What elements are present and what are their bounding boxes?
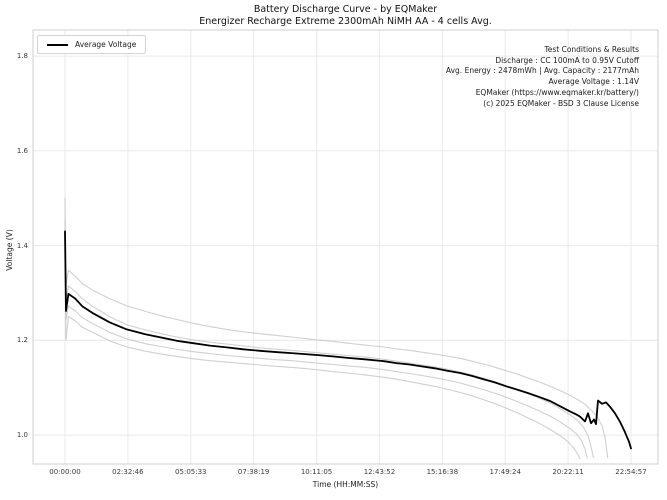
y-tick-label: 1.4	[16, 241, 28, 250]
series-cell-1	[64, 197, 609, 459]
chart-subtitle: Energizer Recharge Extreme 2300mAh NiMH …	[199, 16, 492, 27]
y-axis-label: Voltage (V)	[5, 229, 14, 271]
annotation-line: EQMaker (https://www.eqmaker.kr/battery/…	[475, 87, 639, 97]
legend: Average Voltage	[37, 35, 147, 54]
annotation-line: Test Conditions & Results	[544, 45, 639, 54]
x-tick-label: 12:43:52	[363, 468, 396, 476]
y-tick-label: 1.8	[16, 52, 28, 61]
annotation-line: (c) 2025 EQMaker - BSD 3 Clause License	[483, 98, 639, 108]
series-cell-3	[64, 240, 588, 459]
title-block: Battery Discharge Curve - by EQMaker Ene…	[33, 4, 658, 28]
y-tick-label: 1.6	[16, 146, 28, 155]
x-tick-label: 02:32:46	[112, 468, 144, 476]
test-conditions-block: Test Conditions & Results Discharge : CC…	[446, 45, 639, 109]
x-tick-label: 07:38:19	[237, 468, 270, 476]
x-tick-label: 00:00:00	[49, 468, 81, 476]
x-tick-label: 15:16:38	[426, 468, 459, 476]
y-tick-label: 1.0	[16, 431, 28, 440]
legend-label: Average Voltage	[75, 40, 137, 49]
series-average-voltage	[64, 230, 632, 450]
x-tick-label: 20:22:11	[552, 468, 584, 476]
legend-line-icon	[47, 43, 68, 46]
x-tick-label: 17:49:24	[489, 468, 521, 476]
x-axis-label: Time (HH:MM:SS)	[312, 480, 379, 489]
chart-title: Battery Discharge Curve - by EQMaker	[253, 4, 438, 15]
y-tick-label: 1.2	[16, 336, 28, 345]
plot-frame	[32, 29, 659, 465]
series-cell-4	[64, 256, 581, 460]
x-tick-label: 05:05:33	[175, 468, 207, 476]
series-cell-2	[64, 218, 594, 458]
x-tick-label: 22:54:57	[615, 468, 647, 476]
annotation-line: Average Voltage : 1.14V	[548, 77, 639, 87]
x-tick-label: 10:11:05	[300, 468, 333, 476]
annotation-line: Avg. Energy : 2478mWh | Avg. Capacity : …	[445, 66, 639, 76]
annotation-line: Discharge : CC 100mA to 0.95V Cutoff	[495, 55, 639, 65]
